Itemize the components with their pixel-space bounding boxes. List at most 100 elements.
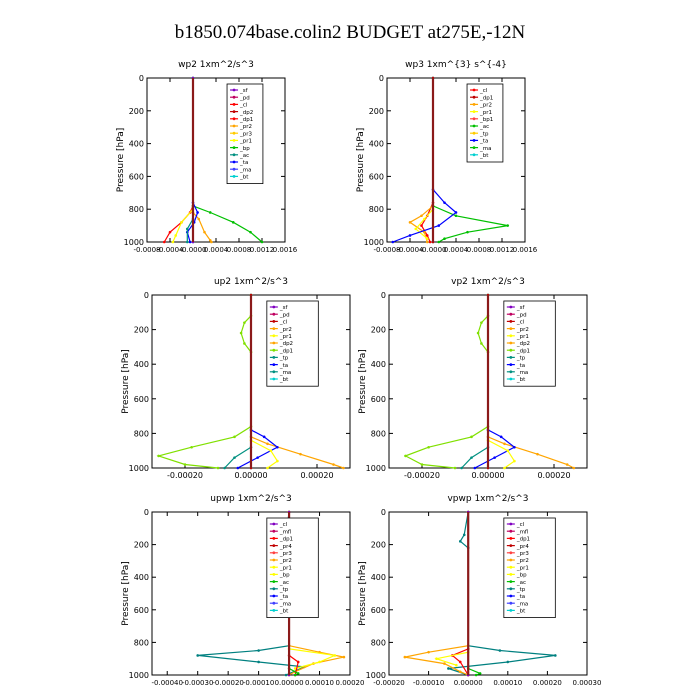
x-tick-label: 0.00000 <box>234 471 267 480</box>
data-point <box>480 321 483 324</box>
legend-marker <box>509 327 513 330</box>
legend-marker <box>272 558 276 562</box>
legend-marker <box>509 348 513 352</box>
x-tick-label: 0.0012 <box>250 246 275 254</box>
data-point <box>414 227 418 231</box>
legend-label: _cl <box>279 320 288 326</box>
x-tick-label: -0.00010 <box>413 679 444 687</box>
legend-marker <box>232 131 236 135</box>
legend-label: _dp1 <box>239 117 253 123</box>
legend-marker <box>232 167 236 171</box>
data-point <box>453 466 457 470</box>
legend-marker <box>509 529 513 533</box>
data-point <box>478 672 482 675</box>
legend-label: _pr2 <box>516 558 529 564</box>
chart-panel-6: vpwp 1xm^2/s^3 Pressure [hPa] 0 200 400 600 80… <box>358 494 601 687</box>
y-tick-label: 600 <box>134 395 149 404</box>
y-tick-label: 800 <box>134 429 149 438</box>
data-point <box>284 673 288 677</box>
legend-label: _ac <box>279 580 289 586</box>
legend-label: _bt <box>516 377 526 383</box>
data-point <box>266 466 269 470</box>
y-tick-label: 400 <box>371 360 386 369</box>
data-point <box>296 672 300 675</box>
data-point <box>210 240 213 244</box>
data-point <box>470 435 473 439</box>
data-point <box>296 660 300 664</box>
data-point <box>403 655 407 659</box>
legend-marker <box>272 537 276 540</box>
legend-label: _pr2 <box>479 103 492 109</box>
data-point <box>266 442 269 446</box>
legend-marker <box>472 153 476 157</box>
data-point <box>293 667 297 670</box>
legend-label: _bp1 <box>479 117 493 123</box>
legend-label: _ma <box>479 146 491 152</box>
data-point <box>506 660 510 664</box>
legend-label: _mfl <box>279 529 292 535</box>
legend-label: _dp1 <box>279 537 293 543</box>
legend-marker <box>272 551 276 555</box>
data-point <box>233 456 236 459</box>
legend-label: _ta <box>239 160 248 166</box>
legend-marker <box>272 348 276 352</box>
legend-marker <box>232 95 236 99</box>
data-point <box>470 456 473 459</box>
legend-label: _bt <box>516 609 526 615</box>
data-point <box>506 224 510 227</box>
data-point <box>443 201 446 204</box>
data-point <box>443 237 446 241</box>
plot-frame <box>388 511 588 676</box>
legend-marker <box>472 139 476 142</box>
y-tick-label: 800 <box>129 205 144 214</box>
data-point <box>260 240 264 244</box>
legend-label: _pr3 <box>239 131 253 137</box>
data-point <box>423 230 426 234</box>
x-tick-label: 0.00010 <box>493 679 522 687</box>
chart-panel-5: upwp 1xm^2/s^3 Pressure [hPa] 0 200 400 600 80… <box>121 494 364 687</box>
chart-title: wp2 1xm^2/s^3 <box>178 60 254 70</box>
chart-title: wp3 1xm^{3} s^{-4} <box>405 60 507 70</box>
y-tick-label: 0 <box>144 291 149 300</box>
legend-marker <box>509 377 513 381</box>
legend-marker <box>272 522 276 526</box>
y-tick-label: 200 <box>371 541 386 550</box>
legend-marker <box>509 312 513 316</box>
legend-label: _pr4 <box>279 544 293 550</box>
chart-title: upwp 1xm^2/s^3 <box>210 494 291 504</box>
legend-label: _ma <box>239 167 251 173</box>
legend-label: _sf <box>279 305 289 311</box>
y-axis-label: Pressure [hPa] <box>116 128 126 193</box>
data-point <box>239 331 243 335</box>
legend-label: _sf <box>516 305 526 311</box>
data-point <box>183 463 187 466</box>
legend-marker <box>472 88 476 92</box>
data-point <box>554 654 557 657</box>
legend-label: _pr2 <box>279 327 292 333</box>
legend-marker <box>272 312 276 316</box>
x-tick-label: -0.0004 <box>156 246 184 254</box>
data-point <box>391 240 395 244</box>
x-tick-label: -0.0000 <box>179 246 206 254</box>
legend-marker <box>272 594 276 598</box>
legend-label: _pr3 <box>516 551 530 557</box>
data-point <box>262 435 266 439</box>
data-point <box>196 654 199 657</box>
x-tick-label: -0.00020 <box>404 471 440 480</box>
data-point <box>171 240 175 244</box>
data-point <box>455 663 458 667</box>
data-point <box>276 445 279 449</box>
data-point <box>157 454 160 458</box>
data-point <box>513 445 516 449</box>
legend-marker <box>272 529 276 533</box>
data-point <box>454 214 458 218</box>
data-point <box>180 221 183 224</box>
y-tick-label: 400 <box>134 360 149 369</box>
data-point <box>423 217 426 221</box>
y-tick-label: 1000 <box>366 464 386 473</box>
legend-marker <box>509 370 513 374</box>
chart-panel-1: wp2 1xm^2/s^3 Pressure [hPa] 0 200 400 600 800… <box>116 60 298 254</box>
y-tick-label: 1000 <box>129 464 149 473</box>
legend-label: _ta <box>479 139 488 145</box>
